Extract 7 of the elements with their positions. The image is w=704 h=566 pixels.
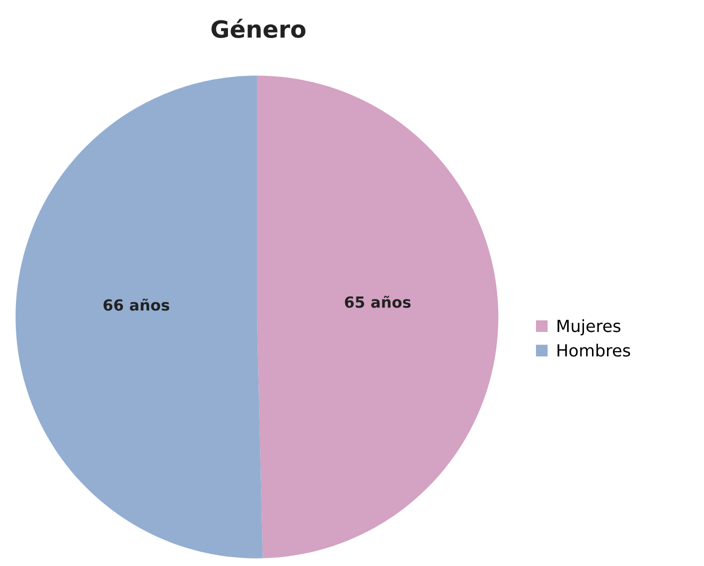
legend-label: Mujeres <box>558 319 620 336</box>
data-label: 66 años <box>104 298 170 311</box>
data-label: 65 años <box>344 296 411 308</box>
pie-slice <box>256 76 498 558</box>
chart-title: Género <box>212 18 306 38</box>
pie-slice <box>16 76 263 558</box>
legend-label: Hombres <box>558 344 630 357</box>
